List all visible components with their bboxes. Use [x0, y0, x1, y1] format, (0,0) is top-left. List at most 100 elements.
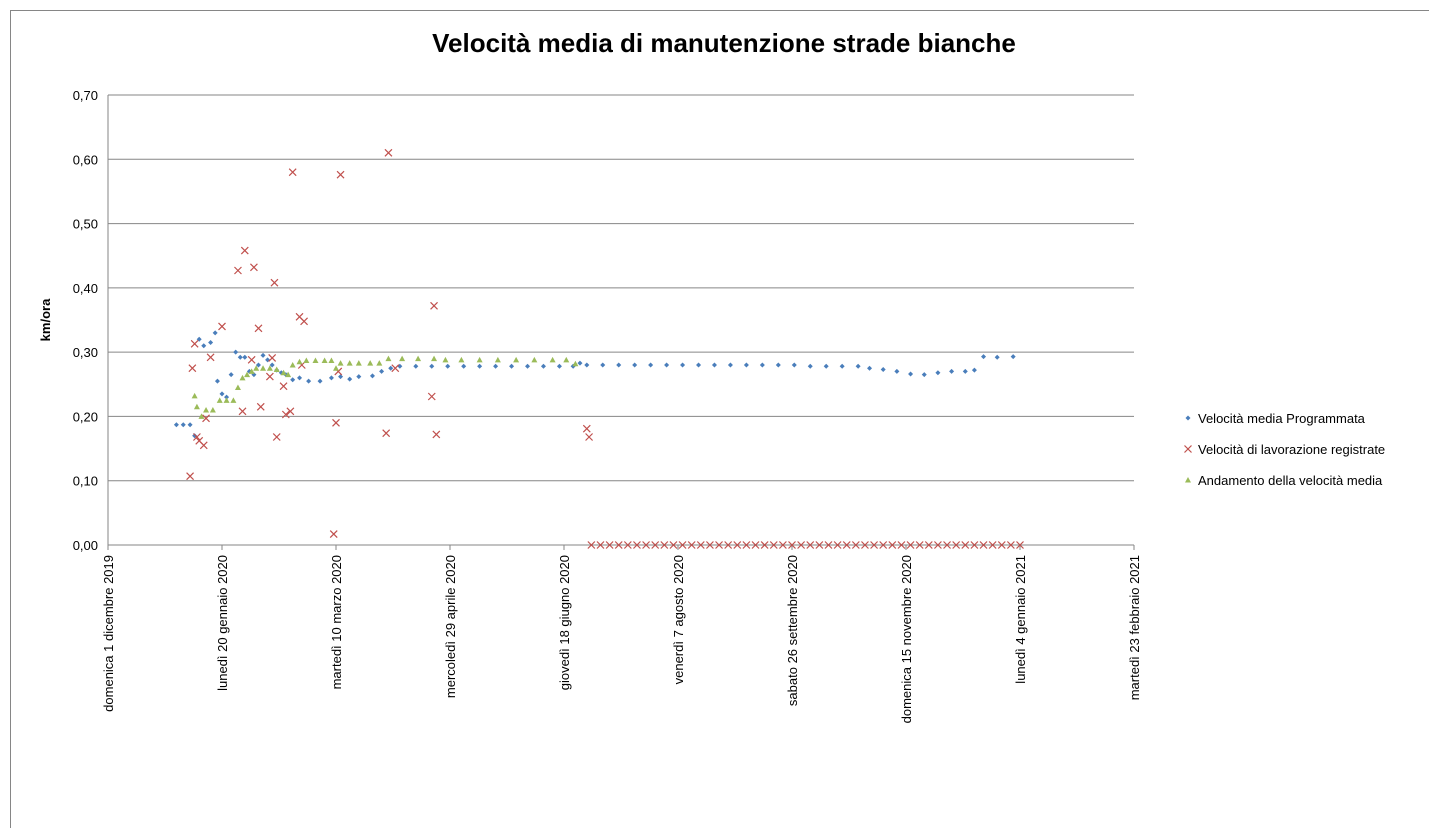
- point: [289, 362, 296, 368]
- cross-stroke: [742, 541, 751, 549]
- point: [587, 541, 596, 549]
- y-tick-label: 0,20: [73, 409, 98, 424]
- point: [272, 433, 281, 441]
- cross-stroke: [336, 170, 345, 179]
- point: [266, 365, 273, 371]
- point: [962, 368, 968, 374]
- point: [427, 392, 436, 401]
- point: [376, 360, 383, 366]
- point: [477, 363, 483, 369]
- point: [303, 357, 310, 363]
- point: [660, 541, 669, 549]
- x-tick-label: lunedì 20 gennaio 2020: [215, 555, 230, 691]
- point: [705, 541, 714, 549]
- point: [664, 362, 670, 368]
- point: [201, 343, 207, 349]
- point: [255, 362, 261, 368]
- point: [894, 368, 900, 374]
- cross-stroke: [382, 429, 391, 438]
- point: [328, 357, 335, 363]
- point: [509, 363, 515, 369]
- point: [281, 410, 290, 419]
- point: [742, 541, 751, 549]
- legend-marker: [1184, 445, 1192, 453]
- cross-stroke: [705, 541, 714, 549]
- x-tick-label: lunedì 4 gennaio 2021: [1013, 555, 1028, 684]
- point: [385, 355, 392, 362]
- point: [413, 363, 419, 369]
- point: [248, 368, 255, 374]
- point: [415, 355, 422, 362]
- point: [317, 378, 323, 384]
- point: [461, 363, 467, 369]
- point: [332, 418, 340, 427]
- point: [187, 422, 193, 428]
- point: [1006, 541, 1015, 549]
- cross-stroke: [988, 541, 997, 549]
- point: [190, 339, 199, 348]
- point: [429, 363, 435, 369]
- point: [233, 349, 239, 355]
- point: [823, 363, 829, 369]
- point: [908, 371, 914, 377]
- cross-stroke: [605, 541, 614, 549]
- point: [582, 424, 591, 433]
- y-tick-label: 0,50: [73, 217, 98, 232]
- point: [791, 362, 797, 368]
- point: [265, 372, 274, 381]
- point: [861, 541, 869, 549]
- cross-stroke: [678, 541, 687, 549]
- point: [851, 541, 860, 549]
- cross-stroke: [240, 246, 249, 255]
- cross-stroke: [199, 441, 208, 450]
- point: [680, 362, 686, 368]
- point: [249, 263, 258, 272]
- point: [935, 370, 941, 376]
- x-tick-label: venerdì 7 agosto 2020: [671, 555, 686, 684]
- cross-stroke: [427, 392, 436, 401]
- y-axis-label: km/ora: [38, 298, 53, 341]
- point: [203, 407, 210, 413]
- point: [906, 541, 915, 549]
- cross-stroke: [234, 266, 242, 275]
- point: [880, 367, 886, 372]
- cross-stroke: [582, 424, 591, 433]
- cross-stroke: [587, 541, 596, 549]
- cross-stroke: [186, 472, 195, 481]
- point: [1010, 354, 1016, 360]
- point: [397, 363, 403, 369]
- point: [724, 541, 733, 549]
- point: [199, 441, 208, 450]
- cross-stroke: [332, 418, 340, 427]
- point: [192, 433, 198, 439]
- x-tick-label: domenica 1 dicembre 2019: [101, 555, 116, 712]
- point: [797, 541, 806, 549]
- cross-stroke: [970, 541, 979, 549]
- cross-stroke: [897, 541, 906, 549]
- point: [727, 362, 733, 368]
- cross-stroke: [195, 436, 204, 445]
- cross-stroke: [268, 354, 277, 362]
- point: [367, 360, 374, 366]
- cross-stroke: [915, 541, 924, 549]
- point: [216, 397, 223, 403]
- point: [239, 374, 246, 381]
- point: [253, 365, 260, 371]
- point: [256, 402, 265, 411]
- point: [230, 397, 237, 403]
- cross-stroke: [806, 541, 815, 549]
- cross-stroke: [833, 541, 842, 549]
- cross-stroke: [238, 407, 247, 416]
- point: [642, 541, 651, 549]
- point: [949, 368, 955, 374]
- point: [1016, 541, 1024, 549]
- point: [759, 362, 765, 368]
- point: [279, 382, 288, 391]
- cross-stroke: [281, 410, 290, 419]
- point: [824, 541, 833, 549]
- cross-stroke: [952, 541, 961, 549]
- point: [382, 429, 391, 438]
- point: [388, 365, 394, 371]
- cross-stroke: [218, 322, 226, 331]
